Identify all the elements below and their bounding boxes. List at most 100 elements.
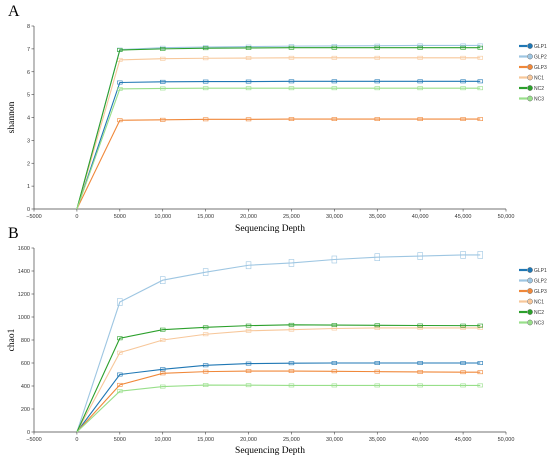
panel-b-series-glp1-point (374, 361, 380, 365)
panel-b-series-glp3-point (202, 369, 209, 374)
panel-b-series-nc1-line (76, 327, 481, 433)
panel-b-series-nc2-point (331, 323, 338, 327)
panel-b-series-nc2-point (288, 322, 295, 327)
panel-a-series-nc1-point (288, 55, 295, 60)
panel-a-series-nc1-point (160, 56, 166, 61)
panel-a-series-nc3-point (477, 86, 483, 91)
panel-a-x-axis-label: Sequencing Depth (235, 224, 305, 234)
panel-a-series-glp3-point (245, 117, 252, 122)
panel-a-series-nc1-point (477, 55, 483, 60)
panel-b-x-tick-label: 40,000 (412, 437, 429, 443)
panel-a-series-glp3-point (460, 117, 466, 122)
panel-b-series-nc3-point (202, 383, 209, 387)
panel-b-y-tick-label: 400 (21, 384, 30, 390)
panel-b-series-nc2-point (160, 327, 166, 332)
panel-b-series-nc3-point (288, 383, 295, 388)
panel-b-series-nc1-point (417, 326, 423, 330)
panel-b-x-tick-label: 25,000 (283, 437, 300, 443)
panel-b-legend-marker (527, 319, 533, 326)
panel-b-legend-label: GLP1 (534, 268, 547, 274)
panel-b-legend-marker (527, 298, 533, 305)
panel-a-y-tick-label: 8 (27, 24, 30, 30)
panel-b-series-nc2-point (117, 336, 123, 341)
panel-a-x-tick-label: −5000 (26, 214, 41, 220)
panel-b-series-glp3-point (288, 369, 295, 373)
panel-b-x-tick-label: 20,000 (240, 437, 257, 443)
panel-a-x-tick-label: 20,000 (240, 214, 257, 220)
panel-a-y-tick-label: 7 (27, 47, 30, 53)
panel-a-y-axis-label: shannon (7, 101, 17, 133)
panel-b-series-glp1-point (477, 361, 483, 365)
panel-b-series-nc3-point (417, 383, 423, 388)
panel-b-series-nc1-point (202, 332, 209, 337)
panel-a-series-nc3-point (460, 86, 466, 91)
panel-b-series-nc2-point (417, 323, 423, 328)
panel-a-series-glp1-point (202, 79, 209, 84)
panel-a-x-tick-label: 15,000 (197, 214, 214, 220)
panel-a-series-nc2-point (288, 45, 295, 50)
panel-b-series-nc1-point (460, 326, 466, 330)
panel-b-series-nc1-point (477, 326, 483, 330)
panel-b-series-nc1-point (160, 338, 166, 342)
panel-b-series-glp2-point (417, 252, 423, 260)
panel-a-legend-marker (527, 74, 533, 81)
panel-b-series-glp2-point (117, 298, 123, 306)
panel-b-legend-label: NC3 (534, 320, 544, 326)
panel-a-series-nc3-point (245, 86, 252, 91)
panel-b-series-nc2-line (76, 324, 481, 433)
panel-a-series-glp2-point (477, 43, 483, 48)
panel-a-x-tick-label: 35,000 (369, 214, 386, 220)
panel-b-series-glp3-point (477, 370, 483, 375)
panel-a-series-glp3-point (160, 117, 166, 122)
panel-a-series-glp2-point (417, 43, 423, 48)
panel-b-x-tick-label: 10,000 (154, 437, 171, 443)
panel-b-series-glp1-point (288, 361, 295, 366)
panel-a-series-glp3-point (417, 117, 423, 122)
panel-a-series-glp1-point (460, 79, 466, 84)
panel-b-series-glp1-point (160, 367, 166, 372)
panel-b-legend-marker (527, 288, 533, 294)
panel-a-series-glp1-point (117, 80, 123, 85)
panel-b-x-tick-label: 15,000 (197, 437, 214, 443)
panel-b-y-tick-label: 600 (21, 361, 30, 367)
panel-a-legend-label: GLP1 (534, 44, 547, 50)
panel-b-series-nc3-line (76, 384, 481, 433)
panel-b-series-glp2-point (331, 255, 338, 264)
panel-a-series-glp3-line (76, 118, 481, 210)
panel-a-series-glp1-point (477, 79, 483, 84)
panel-a-y-tick-label: 2 (27, 161, 30, 167)
panel-b-series-glp3-point (331, 369, 338, 374)
panel-a-x-tick-label: 45,000 (455, 214, 472, 220)
panel-a-series-nc3-point (160, 86, 166, 91)
panel-a-series-nc3-point (117, 87, 123, 91)
panel-a-series-glp1-point (288, 79, 295, 84)
panel-b-series-nc3-point (477, 383, 483, 388)
panel-a-x-tick-label: 5000 (114, 214, 126, 220)
panel-a-x-tick-label: 25,000 (283, 214, 300, 220)
panel-b-series-nc1-point (288, 327, 295, 332)
panel-b-series-nc3-point (460, 383, 466, 388)
panel-b-series-glp3-point (460, 370, 466, 375)
panel-b-series-glp3-line (76, 370, 481, 433)
panel-a-series-nc3-point (288, 86, 295, 91)
panel-b-series-nc2-point (202, 325, 209, 330)
panel-b-series-glp2-point (245, 261, 252, 270)
panel-b-series-nc1-point (245, 328, 252, 333)
panel-b-series-glp1-line (76, 362, 481, 433)
panel-b-series-glp2-point (374, 253, 380, 261)
panel-a-series-nc2-point (202, 46, 209, 51)
panel-b-legend-label: NC2 (534, 310, 544, 316)
panel-b-series-nc1-point (374, 326, 380, 330)
panel-a-legend-marker (527, 95, 533, 102)
panel-a-series-nc1-point (245, 56, 252, 60)
panel-a-series-glp3-point (331, 117, 338, 122)
panel-a-x-tick-label: 50,000 (498, 214, 515, 220)
panel-a-x-tick-label: 40,000 (412, 214, 429, 220)
panel-b-series-glp3-point (417, 370, 423, 374)
panel-b-x-tick-label: 45,000 (455, 437, 472, 443)
panel-a-series-nc1-point (460, 55, 466, 60)
panel-b-x-tick-label: 5000 (114, 437, 126, 443)
panel-b-series-nc3-point (117, 389, 123, 394)
panel-b-series-nc3-point (374, 383, 380, 388)
panel-a-series-nc3-point (331, 86, 338, 91)
